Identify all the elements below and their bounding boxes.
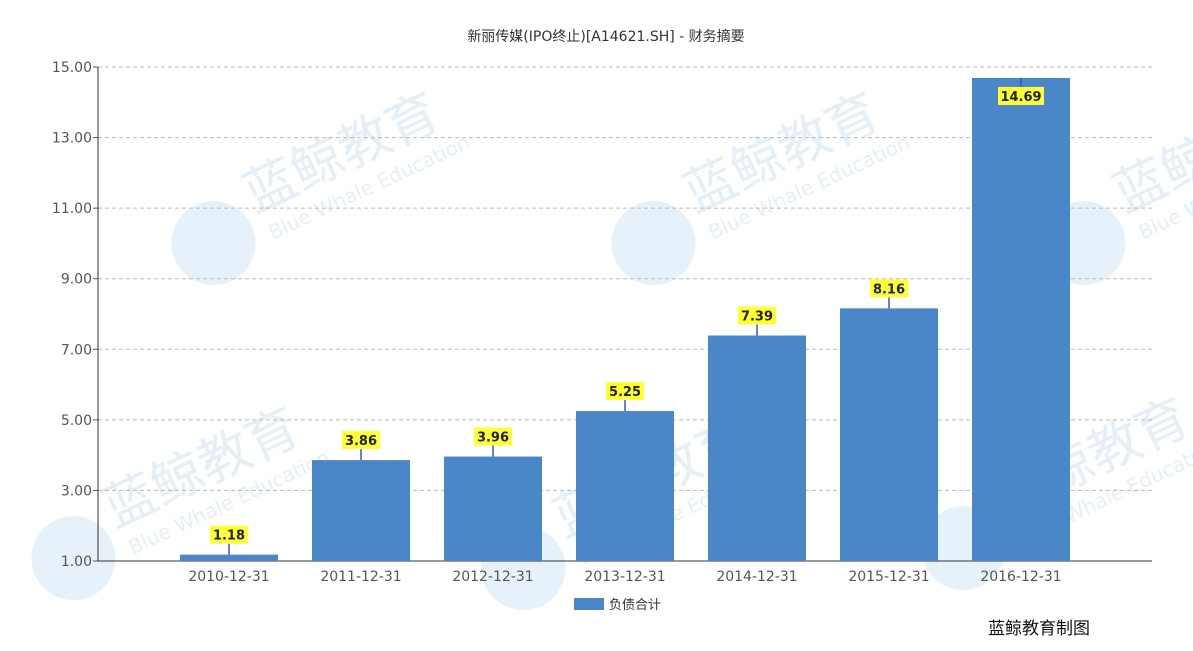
axes: 1.00 3.00 5.00 7.00 9.00 11.00 13.00 15.00 2010-…: [52, 60, 1152, 585]
bar: [444, 456, 542, 561]
bar: [180, 554, 278, 561]
watermark-whale-icon: [171, 201, 256, 286]
chart-title: 新丽传媒(IPO终止)[A14621.SH] - 财务摘要: [467, 28, 744, 45]
bar: [972, 77, 1070, 561]
data-label: 1.18: [213, 529, 245, 544]
data-label-box: [998, 86, 1044, 105]
y-tick-label: 1.00: [61, 554, 92, 570]
data-label: 8.16: [873, 282, 905, 297]
x-tick-label: 2010-12-31: [188, 569, 269, 585]
legend: 负债合计: [574, 598, 661, 613]
y-tick-label: 9.00: [61, 272, 92, 288]
data-label-box: [738, 306, 776, 325]
data-label: 7.39: [741, 310, 773, 325]
y-tick-label: 11.00: [52, 201, 92, 217]
data-label: 5.25: [609, 385, 641, 400]
y-tick-label: 15.00: [52, 60, 92, 76]
legend-label: 负债合计: [609, 598, 661, 613]
legend-swatch: [574, 598, 604, 610]
x-tick-label: 2013-12-31: [584, 569, 665, 585]
x-tick-label: 2016-12-31: [980, 569, 1061, 585]
x-tick-label: 2015-12-31: [848, 569, 929, 585]
bar: [312, 460, 410, 561]
y-tick-label: 13.00: [52, 131, 92, 147]
data-label-box: [342, 431, 380, 450]
bar: [840, 308, 938, 561]
data-labels: 1.18 3.86 3.96 5.25 7.39 8.16 14.69: [210, 77, 1044, 555]
y-tick-label: 3.00: [61, 483, 92, 499]
data-label: 3.86: [345, 434, 377, 449]
y-tick-label: 7.00: [61, 342, 92, 358]
data-label-box: [210, 525, 248, 544]
watermark-whale-icon: [611, 201, 696, 286]
bars: [180, 77, 1070, 561]
watermark-whale-icon: [31, 516, 116, 601]
chart-credit: 蓝鲸教育制图: [988, 619, 1090, 639]
data-label-box: [606, 382, 644, 401]
data-label-box: [870, 279, 908, 298]
x-tick-label: 2014-12-31: [716, 569, 797, 585]
data-label: 3.96: [477, 431, 509, 446]
x-tick-label: 2012-12-31: [452, 569, 533, 585]
data-label-box: [474, 427, 512, 446]
data-label: 14.69: [1000, 90, 1041, 105]
x-tick-label: 2011-12-31: [320, 569, 401, 585]
bar: [708, 335, 806, 561]
bar: [576, 411, 674, 561]
y-tick-label: 5.00: [61, 413, 92, 429]
